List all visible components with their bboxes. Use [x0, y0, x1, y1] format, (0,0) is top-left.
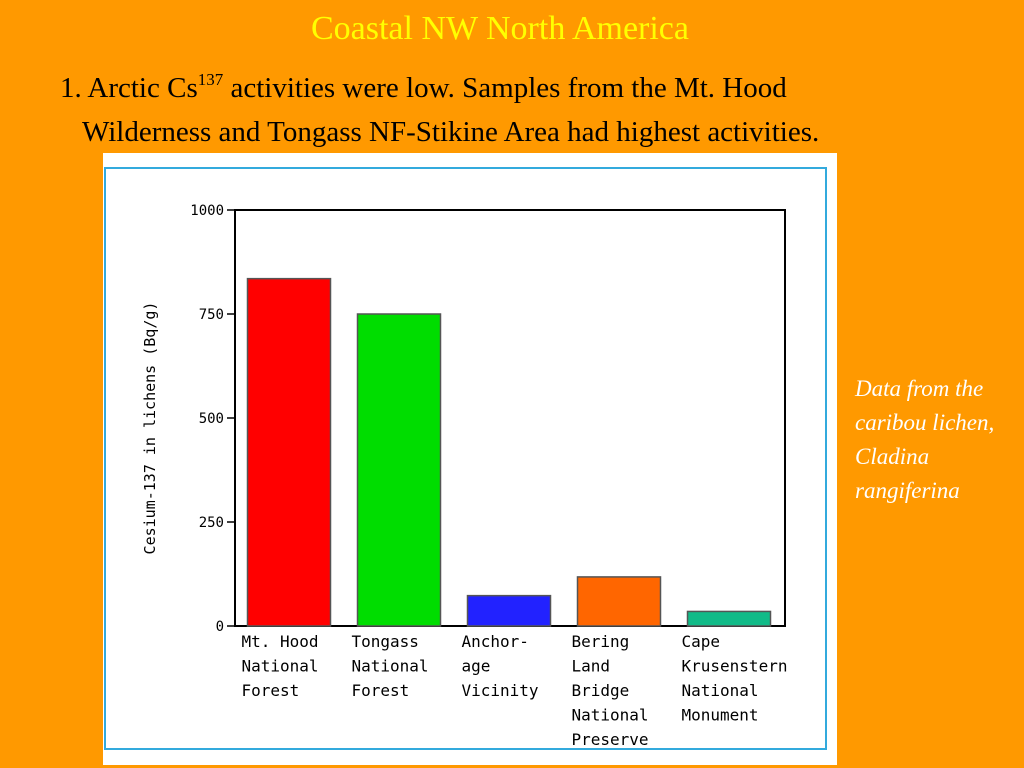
bar [466, 594, 552, 627]
y-axis-label: Cesium-137 in lichens (Bq/g) [141, 302, 159, 555]
category-label: Bering Land Bridge National Preserve [572, 632, 649, 749]
slide-bullet-point: 1. Arctic Cs137 activities were low. Sam… [60, 66, 980, 154]
category-label-line: Tongass [352, 632, 419, 651]
category-label-line: Forest [352, 681, 410, 700]
bullet-text-line2: Wilderness and Tongass NF-Stikine Area h… [82, 116, 820, 148]
category-label: Tongass National Forest [352, 632, 429, 700]
category-label: Mt. Hood National Forest [242, 632, 319, 700]
category-label-line: National [572, 706, 649, 725]
isotope-superscript: 137 [197, 70, 224, 89]
category-label-line: National [682, 681, 759, 700]
slide-title: Coastal NW North America [310, 10, 689, 47]
category-label-line: Preserve [572, 730, 649, 749]
category-label-line: Cape [682, 632, 721, 651]
category-label-line: Vicinity [462, 681, 539, 700]
category-label-line: age [462, 657, 491, 676]
bar [686, 610, 772, 627]
category-label-line: Bering [572, 632, 630, 651]
category-label-line: Monument [682, 706, 759, 725]
y-tick-label: 750 [199, 307, 224, 323]
category-label: Anchor-age Vicinity [462, 632, 539, 700]
bar [576, 576, 662, 627]
chart-frame [104, 167, 827, 750]
category-label-line: Mt. Hood [242, 632, 319, 651]
category-label-line: Anchor- [462, 632, 529, 651]
y-tick-label: 1000 [190, 203, 224, 219]
category-label-line: National [352, 657, 429, 676]
bullet-text-start: 1. Arctic Cs [60, 72, 198, 104]
y-tick-label: 250 [199, 515, 224, 531]
bullet-text-line1-end: activities were low. Samples from the Mt… [223, 72, 787, 104]
category-label-line: Krusenstern [682, 657, 788, 676]
category-label-line: Bridge [572, 681, 630, 700]
category-label-line: National [242, 657, 319, 676]
bar-chart: 0 250 500 750 1000 Cesium-137 in lichens (Bq/… [104, 167, 827, 750]
bar [356, 313, 442, 627]
category-label-line: Forest [242, 681, 300, 700]
side-note: Data from the caribou lichen, Cladina ra… [855, 376, 995, 503]
y-tick-label: 500 [199, 411, 224, 427]
chart-panel: 0 250 500 750 1000 Cesium-137 in lichens (Bq/… [103, 153, 837, 765]
y-tick-label: 0 [216, 619, 224, 635]
category-label-line: Land [572, 657, 611, 676]
bar [246, 277, 332, 627]
category-label: Cape Krusenstern National Monument [682, 632, 788, 725]
